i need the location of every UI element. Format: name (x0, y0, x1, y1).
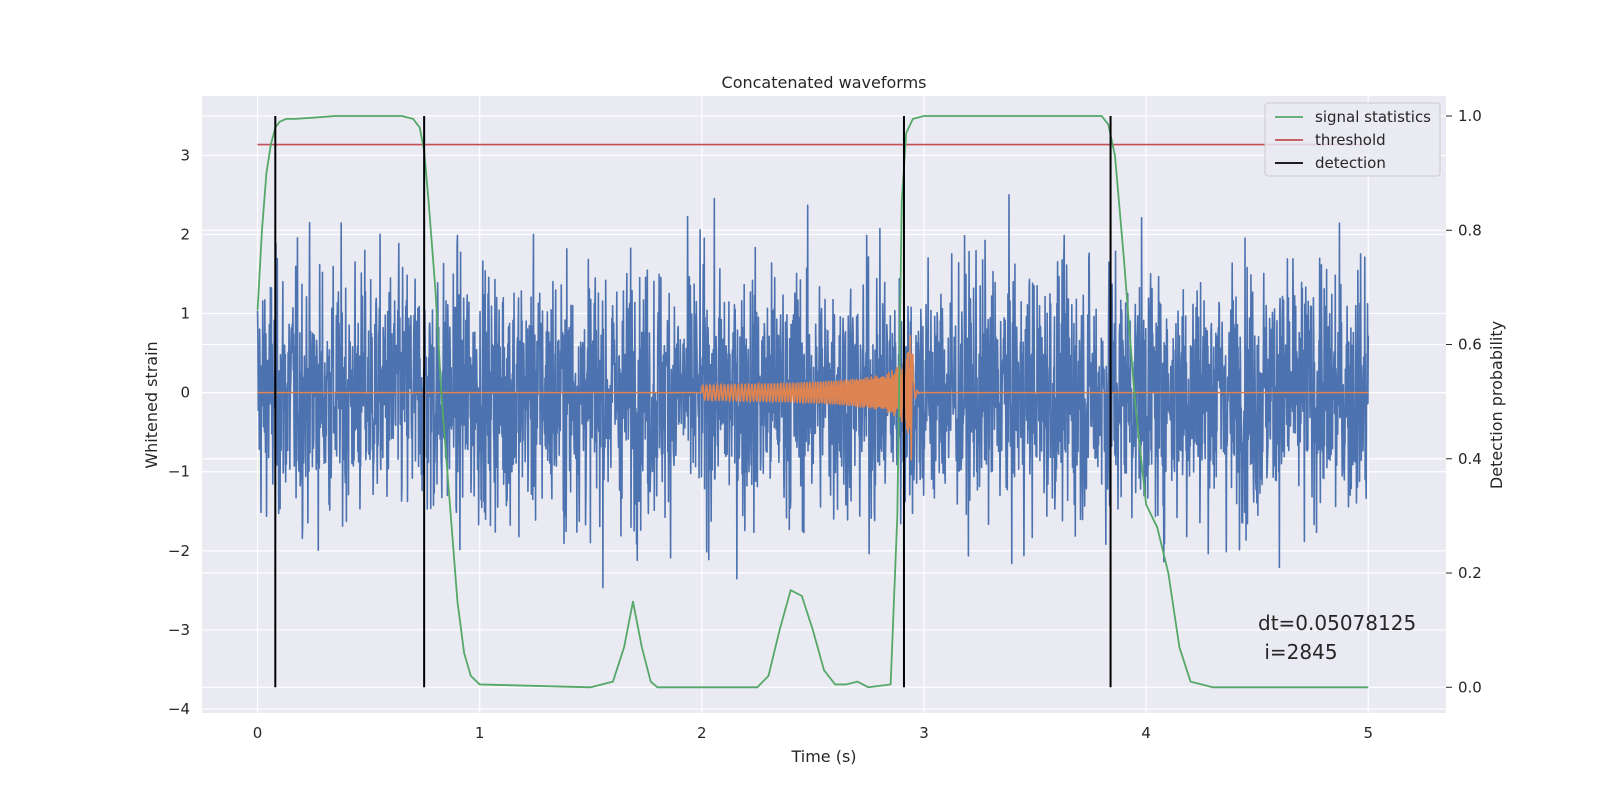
injected-waveform-series (257, 335, 1369, 461)
chart-title: Concatenated waveforms (722, 73, 927, 92)
x-tick-label: 2 (697, 724, 707, 742)
signal-statistics-line (256, 115, 1369, 689)
y-tick-label: 3 (180, 146, 190, 164)
y-tick-label: 1 (180, 305, 190, 323)
y-tick-label: −3 (168, 621, 190, 639)
y-tick-label: −1 (168, 463, 190, 481)
tick-layer: 0 1 2 3 4 5 −4 −3 −2 −1 0 1 2 3 0.0 0.2 0.4 0.6 0.8 1.0 (168, 107, 1482, 742)
annotation-dt: dt=0.05078125 (1258, 611, 1416, 635)
annotation-index: i=2845 (1258, 640, 1338, 664)
y-tick-label: 2 (180, 225, 190, 243)
legend-label-signal-statistics: signal statistics (1315, 108, 1431, 126)
y2-tick-label: 0.4 (1458, 450, 1482, 468)
signal-statistics-layer (256, 115, 1369, 689)
y2-axis-label: Detection probability (1487, 321, 1506, 489)
legend-label-detection: detection (1315, 154, 1386, 172)
legend: signal statistics threshold detection (1264, 102, 1441, 177)
y2-tick-label: 0.0 (1458, 678, 1482, 696)
y-tick-label: −4 (168, 700, 190, 718)
y-axis-label: Whitened strain (142, 341, 161, 468)
x-tick-label: 1 (475, 724, 485, 742)
x-tick-label: 3 (919, 724, 929, 742)
y-tick-label: 0 (180, 384, 190, 402)
legend-label-threshold: threshold (1315, 131, 1386, 149)
y-tick-label: −2 (168, 542, 190, 560)
x-axis-label: Time (s) (790, 747, 856, 766)
legend-box (1264, 102, 1441, 177)
x-tick-label: 5 (1363, 724, 1373, 742)
y2-tick-label: 0.8 (1458, 221, 1482, 239)
injected-waveform-line (257, 335, 1369, 461)
x-tick-label: 0 (253, 724, 263, 742)
y2-tick-label: 0.6 (1458, 336, 1482, 354)
detection-lines-layer (274, 115, 1112, 688)
x-tick-label: 4 (1141, 724, 1151, 742)
y2-tick-label: 0.2 (1458, 564, 1482, 582)
y2-tick-label: 1.0 (1458, 107, 1482, 125)
